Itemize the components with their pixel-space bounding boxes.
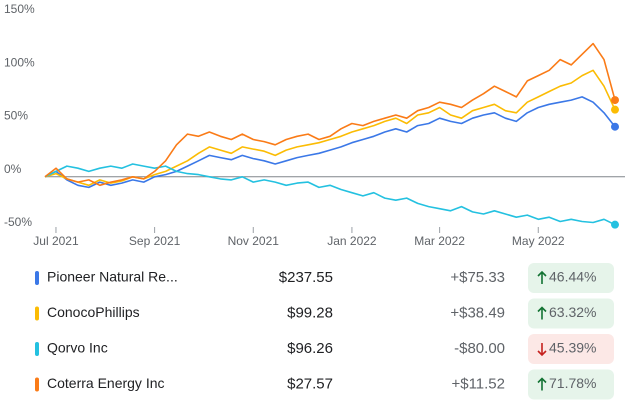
legend-swatch (35, 342, 39, 356)
x-tick-label: Jan 2022 (327, 234, 377, 248)
percent-pill (528, 298, 614, 329)
row-name: ConocoPhillips (47, 304, 140, 320)
end-dot (611, 220, 619, 229)
series-line (44, 163, 616, 226)
y-tick-label: 0% (4, 162, 22, 176)
y-tick-label: 50% (4, 109, 28, 123)
x-tick-label: Sep 2021 (129, 234, 181, 248)
y-tick-label: -50% (4, 215, 32, 229)
row-name: Coterra Energy Inc (47, 375, 165, 391)
x-tick-label: Mar 2022 (414, 234, 465, 248)
row-price: $237.55 (279, 269, 333, 286)
end-dot (611, 105, 619, 114)
arrow-icon (537, 270, 547, 284)
row-change: -$80.00 (454, 340, 505, 357)
legend-swatch (35, 377, 39, 392)
end-dot (611, 122, 619, 131)
series-line (44, 42, 616, 187)
series-line (44, 69, 616, 187)
row-name: Pioneer Natural Re... (47, 269, 178, 285)
arrow-icon (537, 377, 547, 391)
legend-swatch (35, 306, 39, 321)
row-price: $99.28 (287, 304, 333, 321)
percent-pill (528, 263, 614, 293)
row-percent: 63.32% (549, 304, 596, 320)
legend-swatch (35, 271, 39, 285)
x-tick-label: May 2022 (512, 234, 565, 248)
y-tick-label: 150% (4, 2, 35, 16)
x-tick-label: Nov 2021 (228, 234, 280, 248)
row-change: +$11.52 (451, 375, 505, 392)
arrow-icon (537, 343, 547, 357)
row-percent: 71.78% (549, 375, 596, 391)
row-percent: 45.39% (549, 340, 596, 356)
row-change: +$75.33 (450, 269, 505, 286)
row-name: Qorvo Inc (47, 340, 108, 356)
x-tick-label: Jul 2021 (33, 234, 79, 248)
percent-pill (528, 334, 614, 364)
y-tick-label: 100% (4, 55, 35, 69)
series-line (44, 96, 616, 189)
row-change: +$38.49 (450, 304, 505, 321)
row-percent: 46.44% (549, 269, 596, 285)
row-price: $27.57 (287, 375, 333, 392)
percent-pill (528, 369, 614, 400)
end-dot (611, 96, 619, 105)
arrow-icon (537, 306, 547, 320)
row-price: $96.26 (287, 340, 333, 357)
